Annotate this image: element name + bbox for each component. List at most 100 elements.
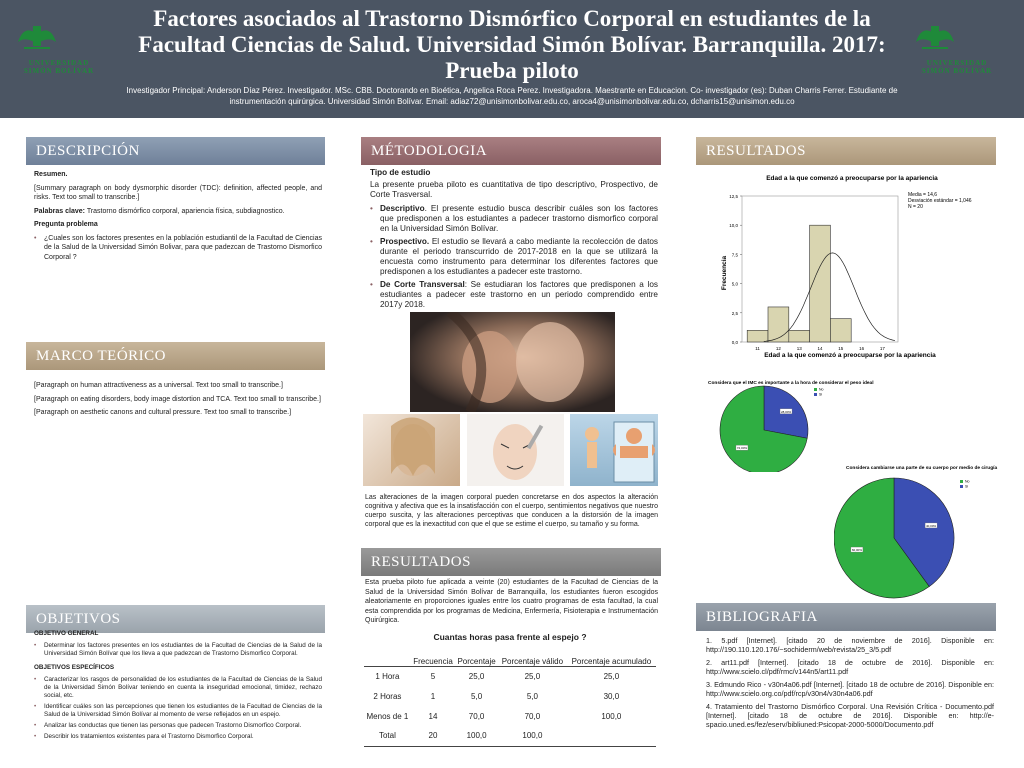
x-tick-label: 17	[880, 346, 886, 351]
legend-label: Si	[819, 393, 822, 397]
face-markings-icon	[493, 424, 544, 480]
pie-label-box	[735, 445, 749, 451]
pie-slice	[719, 385, 808, 472]
table-row: Menos de 1 14 70,0 70,0 100,0	[366, 711, 622, 721]
header: UNIVERSIDAD SIMÓN BOLÍVAR UNIVERSIDAD SI…	[0, 0, 1024, 118]
imc-pie-chart: Considera que el IMC es importante a la …	[708, 380, 874, 472]
x-tick-label: 14	[817, 346, 823, 351]
x-tick-label: 11	[755, 346, 760, 351]
y-tick-label: 5,0	[732, 282, 739, 287]
section-header-objetivos: OBJETIVOS	[26, 605, 325, 633]
pie-label: 40,00%	[926, 524, 937, 528]
legend-swatch	[814, 388, 817, 391]
histogram-bar	[809, 224, 831, 343]
y-tick-label: 7,5	[732, 252, 739, 257]
woman-mirror-photo	[363, 414, 460, 486]
legend-label: No	[965, 480, 970, 484]
pregunta-text: ¿Cuales son los factores presentes en la…	[34, 234, 322, 263]
table-header-cell: Frecuencia	[410, 646, 456, 667]
bibliografia-item: 4. Tratamiento del Trastorno Dismórfico …	[706, 702, 994, 729]
objetivo-general-text: Determinar los factores presentes en los…	[34, 642, 322, 658]
y-tick-label: 2,5	[732, 311, 739, 316]
palabras-text: Trastorno dismórfico corporal, aparienci…	[86, 207, 285, 215]
authors: Investigador Principal: Anderson Díaz Pé…	[126, 86, 898, 106]
section-header-marco-teorico: MARCO TEÓRICO	[26, 342, 325, 370]
descripcion-body: Resumen. [Summary paragraph on body dysm…	[34, 170, 322, 265]
legend-label: No	[819, 388, 824, 392]
chart-ylabel: Frecuencia	[721, 255, 728, 290]
objetivo-especifico: Describir los tratamientos existentes pa…	[34, 733, 322, 741]
x-tick-label: 13	[797, 346, 803, 351]
tipo-estudio-label: Tipo de estudio	[370, 168, 431, 177]
normal-curve	[763, 252, 895, 342]
legend-swatch	[960, 485, 963, 488]
marco-body: [Paragraph on human attractiveness as a …	[34, 381, 322, 422]
marco-p1: [Paragraph on human attractiveness as a …	[34, 382, 283, 389]
table-header-cell	[364, 646, 411, 667]
chart-xlabel: Edad a la que comenzó a preocuparse por …	[764, 352, 936, 359]
histogram-bar	[767, 306, 790, 343]
poster-title: Factores asociados al Trastorno Dismórfi…	[138, 6, 886, 83]
table-header-cell: Porcentaje	[455, 646, 499, 667]
objetivos-especificos-label: OBJETIVOS ESPECÍFICOS	[34, 664, 115, 671]
pregunta-label: Pregunta problema	[34, 221, 98, 228]
age-histogram-chart: Edad a la que comenzó a preocuparse por …	[721, 175, 972, 359]
legend-swatch	[960, 480, 963, 483]
metodologia-item: De Corte Transversal: Se estudiaran los …	[370, 280, 658, 310]
x-tick-label: 12	[776, 346, 782, 351]
resumen-label: Resumen.	[34, 171, 68, 178]
legend-label: Si	[965, 485, 968, 489]
pie-title: Considera cambiarse una parte de su cuer…	[846, 465, 997, 471]
section-header-resultados: RESULTADOS	[696, 137, 996, 165]
pie-label: 28,00%	[781, 410, 792, 414]
table-header-row: Frecuencia Porcentaje Porcentaje válido …	[364, 646, 656, 667]
bibliografia-item: 1. 5.pdf [Internet]. [citado 20 de novie…	[706, 636, 994, 654]
university-logo-right: UNIVERSIDAD SIMÓN BOLÍVAR	[912, 20, 1002, 82]
cosmetic-surgery-photo	[467, 414, 564, 486]
section-header-descripcion: DESCRIPCIÓN	[26, 137, 325, 165]
university-logo-left: UNIVERSIDAD SIMÓN BOLÍVAR	[14, 20, 104, 82]
objetivo-especifico: Analizar las conductas que tienen las pe…	[34, 722, 322, 730]
university-emblem-icon	[916, 26, 954, 49]
marco-p3: [Paragraph on aesthetic canons and cultu…	[34, 409, 292, 416]
table-row: Total 20 100,0 100,0	[364, 726, 656, 746]
table-row: 2 Horas 1 5,0 5,0 30,0	[373, 691, 620, 701]
stat-sd: Desviación estándar = 1,046	[908, 198, 972, 204]
table-row: 1 Hora 5 25,0 25,0 25,0	[375, 671, 620, 681]
bibliografia-item: 2. art11.pdf [Internet]. [citado 18 de o…	[706, 658, 994, 676]
mirror-reflection-icon	[446, 312, 584, 412]
metodologia-item: Prospectivo. El estudio se llevará a cab…	[370, 237, 658, 277]
marco-p2: [Paragraph on eating disorders, body ima…	[34, 395, 321, 403]
logo-text: UNIVERSIDAD SIMÓN BOLÍVAR	[921, 59, 993, 75]
chart-title: Edad a la que comenzó a preocuparse por …	[766, 175, 938, 182]
stat-mean: Media = 14,6	[908, 192, 937, 198]
tipo-estudio-text: La presente prueba piloto es cuantitativ…	[370, 180, 658, 199]
distorted-mirror-photo	[410, 312, 615, 412]
histogram-bar	[788, 330, 810, 343]
pie-slice	[893, 477, 955, 587]
y-tick-label: 0,0	[732, 340, 739, 345]
objetivo-especifico: Identificar cuáles son las percepciones …	[34, 703, 322, 719]
muscle-mirror-cartoon	[570, 414, 658, 486]
y-tick-label: 10,0	[729, 223, 738, 228]
x-tick-label: 15	[838, 346, 844, 351]
pie-label-box	[779, 408, 793, 414]
pie-label-box	[924, 522, 938, 529]
metodologia-body: Tipo de estudio La presente prueba pilot…	[370, 168, 658, 313]
pie-label: 72,00%	[737, 446, 748, 450]
chart-stats: Media = 14,6 Desviación estándar = 1,046…	[908, 192, 972, 210]
woman-silhouette-icon	[391, 417, 435, 476]
stat-n: N = 20	[908, 204, 923, 210]
bibliografia-item: 3. Edmundo Rico - v30n4a06.pdf [Internet…	[706, 680, 994, 698]
section-header-bibliografia: BIBLIOGRAFIA	[696, 603, 996, 631]
table-title: Cuantas horas pasa frente al espejo ?	[433, 632, 587, 642]
logo-text: UNIVERSIDAD SIMÓN BOLÍVAR	[23, 59, 95, 75]
section-header-metodologia: MÉTODOLOGIA	[361, 137, 661, 165]
resumen-text: [Summary paragraph on body dysmorphic di…	[34, 184, 322, 202]
section-header-resultados-2: RESULTADOS	[361, 548, 661, 576]
bodybuilder-icon	[585, 421, 655, 483]
palabras-clave: Palabras clave: Trastorno dismórfico cor…	[34, 207, 322, 217]
resultados2-text: Esta prueba piloto fue aplicada a veinte…	[365, 579, 658, 624]
histogram-bar	[746, 330, 769, 343]
objetivos-body: OBJETIVO GENERAL Determinar los factores…	[34, 630, 322, 744]
